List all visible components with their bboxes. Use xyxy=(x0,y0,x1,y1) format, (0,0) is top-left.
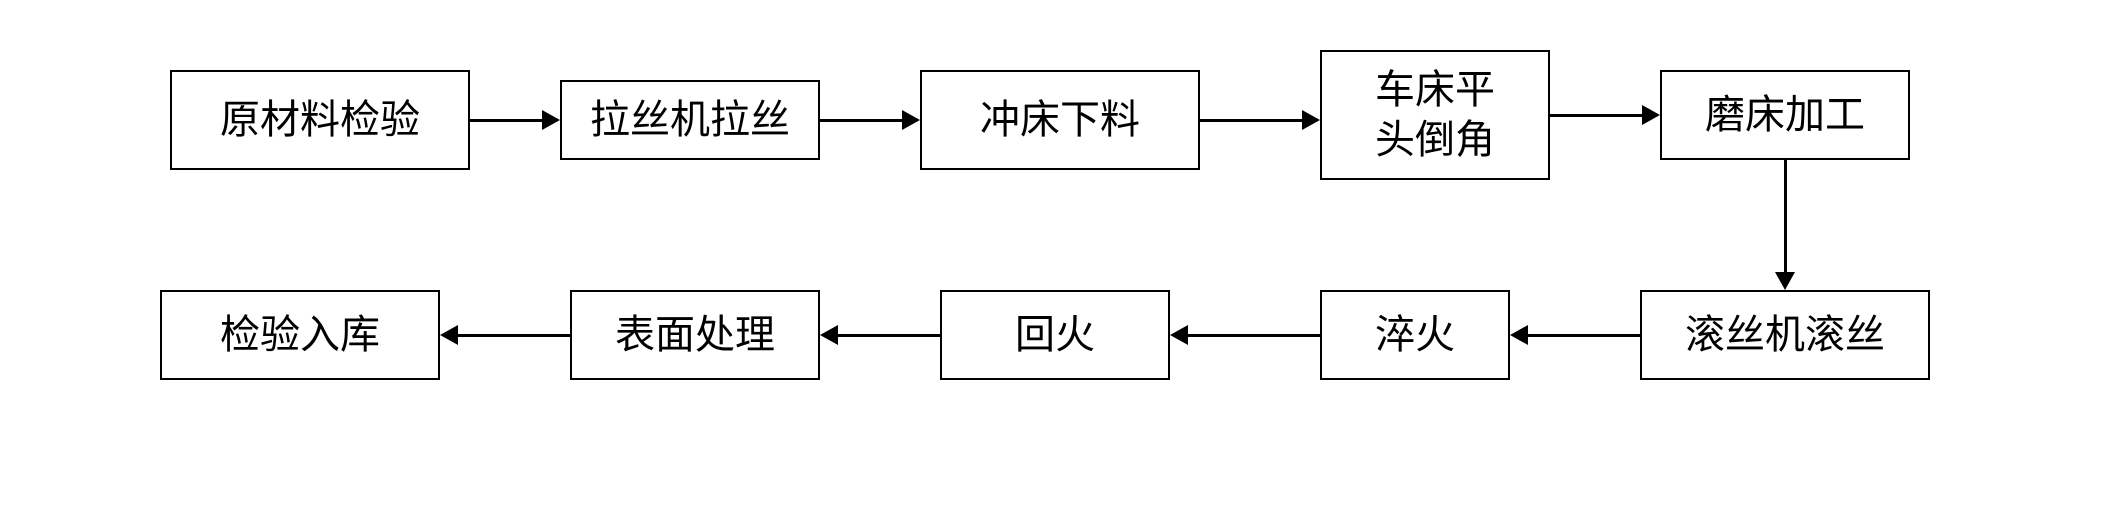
flow-node-n1: 原材料检验 xyxy=(170,70,470,170)
flow-arrow-head xyxy=(820,325,838,345)
flow-edge-line xyxy=(458,334,570,337)
flow-node-n8: 回火 xyxy=(940,290,1170,380)
flow-node-label: 滚丝机滚丝 xyxy=(1685,310,1885,360)
flow-node-n10: 检验入库 xyxy=(160,290,440,380)
flow-edge-line xyxy=(838,334,940,337)
flow-node-label: 回火 xyxy=(1015,310,1095,360)
flow-node-n5: 磨床加工 xyxy=(1660,70,1910,160)
flow-node-label: 淬火 xyxy=(1375,310,1455,360)
flow-node-label: 车床平 头倒角 xyxy=(1375,65,1495,165)
flow-arrow-head xyxy=(440,325,458,345)
flow-node-label: 冲床下料 xyxy=(980,95,1140,145)
flow-edge-line xyxy=(1528,334,1640,337)
flow-arrow-head xyxy=(1510,325,1528,345)
flow-arrow-head xyxy=(1170,325,1188,345)
flow-node-label: 磨床加工 xyxy=(1705,90,1865,140)
flow-edge-line xyxy=(1784,160,1787,272)
flow-edge-line xyxy=(1188,334,1320,337)
flow-edge-line xyxy=(1200,119,1302,122)
flow-arrow-head xyxy=(1642,105,1660,125)
flow-node-n6: 滚丝机滚丝 xyxy=(1640,290,1930,380)
flow-node-label: 拉丝机拉丝 xyxy=(590,95,790,145)
flow-arrow-head xyxy=(1775,272,1795,290)
flow-edge-line xyxy=(820,119,902,122)
flow-edge-line xyxy=(470,119,542,122)
flow-node-label: 原材料检验 xyxy=(220,95,420,145)
flow-node-label: 表面处理 xyxy=(615,310,775,360)
flow-arrow-head xyxy=(542,110,560,130)
flow-node-label: 检验入库 xyxy=(220,310,380,360)
flow-node-n3: 冲床下料 xyxy=(920,70,1200,170)
flow-arrow-head xyxy=(1302,110,1320,130)
flow-node-n9: 表面处理 xyxy=(570,290,820,380)
flow-edge-line xyxy=(1550,114,1642,117)
flow-arrow-head xyxy=(902,110,920,130)
flow-node-n7: 淬火 xyxy=(1320,290,1510,380)
flow-node-n2: 拉丝机拉丝 xyxy=(560,80,820,160)
flow-node-n4: 车床平 头倒角 xyxy=(1320,50,1550,180)
